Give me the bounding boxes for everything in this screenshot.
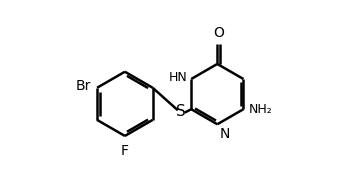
Text: Br: Br <box>76 79 91 93</box>
Text: HN: HN <box>169 71 187 83</box>
Text: N: N <box>219 127 230 141</box>
Text: S: S <box>177 104 186 119</box>
Text: NH₂: NH₂ <box>248 103 272 116</box>
Text: O: O <box>213 26 224 40</box>
Text: F: F <box>121 144 129 158</box>
